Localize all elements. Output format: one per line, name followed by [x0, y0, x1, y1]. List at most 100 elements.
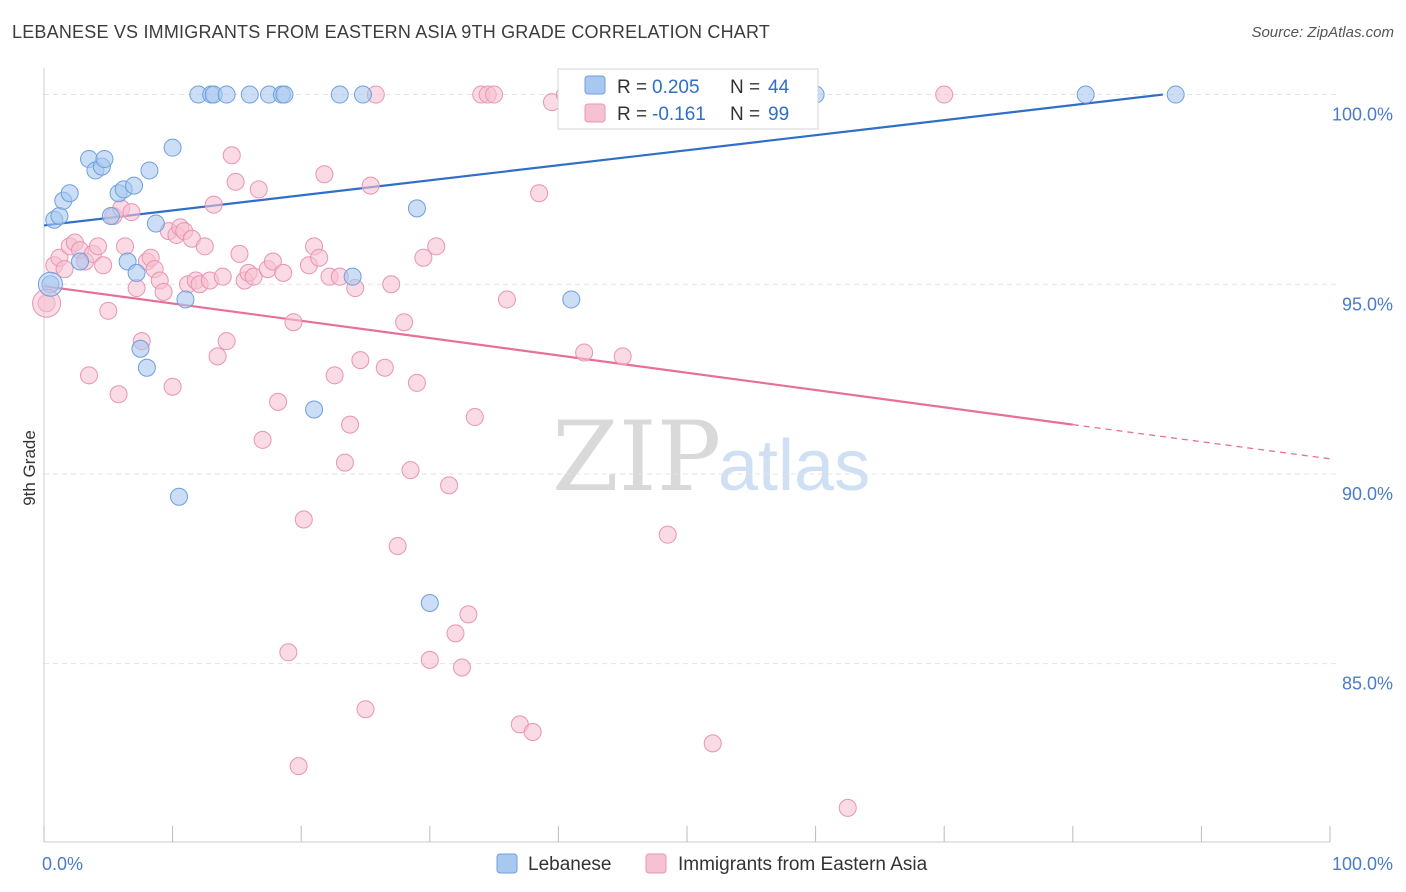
eastern-asia-point [279, 643, 298, 662]
eastern-asia-point [310, 248, 329, 267]
eastern-asia-point [485, 85, 504, 104]
eastern-asia-point [226, 172, 245, 191]
eastern-asia-point [116, 237, 135, 256]
eastern-asia-point [263, 252, 282, 271]
lebanese-point [146, 214, 165, 233]
legend-swatch-lebanese [584, 75, 606, 95]
eastern-asia-point [446, 624, 465, 643]
eastern-asia-point [89, 237, 108, 256]
lebanese-point [95, 150, 114, 169]
eastern-asia-point [658, 525, 677, 544]
lebanese-point [420, 593, 439, 612]
eastern-asia-point [284, 313, 303, 332]
eastern-asia-point [154, 282, 173, 301]
eastern-asia-point [249, 180, 268, 199]
y-tick-label: 95.0% [1342, 294, 1393, 314]
lebanese-point [170, 487, 189, 506]
legend-n-value-2: 99 [768, 104, 789, 125]
lebanese-point [240, 85, 259, 104]
eastern-asia-point [420, 650, 439, 669]
eastern-asia-point [459, 605, 478, 624]
eastern-asia-point [222, 146, 241, 165]
y-axis-label: 9th Grade [20, 430, 39, 506]
eastern-asia-point [395, 313, 414, 332]
lebanese-point [176, 290, 195, 309]
y-tick-label: 100.0% [1332, 105, 1393, 125]
eastern-asia-point [217, 332, 236, 351]
eastern-asia-point [325, 366, 344, 385]
series-legend: Lebanese Immigrants from Eastern Asia [496, 853, 928, 875]
eastern-asia-point [335, 453, 354, 472]
series-legend-label-lebanese: Lebanese [528, 854, 611, 875]
eastern-asia-point [452, 658, 471, 677]
eastern-asia-point [523, 722, 542, 741]
legend-r-label-2: R = [617, 104, 647, 125]
series-legend-label-eastern-asia: Immigrants from Eastern Asia [678, 854, 928, 875]
watermark-atlas: atlas [718, 426, 870, 506]
lebanese-trend-line [43, 93, 1163, 227]
lebanese-point [1076, 85, 1095, 104]
eastern-asia-point [427, 237, 446, 256]
lebanese-point [127, 263, 146, 282]
eastern-asia-point [497, 290, 516, 309]
series-legend-swatch-eastern-asia [645, 853, 667, 874]
gridlines [44, 94, 1340, 665]
series-legend-swatch-lebanese [496, 853, 518, 874]
eastern-asia-point [575, 343, 594, 362]
eastern-asia-point [204, 195, 223, 214]
tick-labels: 85.0% 90.0% 95.0% 100.0% 0.0% 100.0% [42, 105, 1393, 874]
chart-source: Source: ZipAtlas.com [1251, 24, 1394, 41]
eastern-asia-point [122, 203, 141, 222]
lebanese-point [163, 138, 182, 157]
watermark-zip: ZIP [552, 401, 721, 513]
eastern-asia-point [382, 275, 401, 294]
eastern-asia-point [208, 347, 227, 366]
stats-legend: R = 0.205 N = 44 R = -0.161 N = 99 [557, 68, 819, 130]
legend-r-value-2: -0.161 [652, 104, 706, 125]
eastern-asia-point [274, 263, 293, 282]
eastern-asia-point [613, 347, 632, 366]
y-tick-label: 90.0% [1342, 484, 1393, 504]
eastern-asia-point [109, 385, 128, 404]
lebanese-point [343, 267, 362, 286]
eastern-asia-point [80, 366, 99, 385]
eastern-asia-point [253, 430, 272, 449]
lebanese-point [562, 290, 581, 309]
legend-n-value-1: 44 [768, 77, 790, 98]
eastern-asia-point [315, 165, 334, 184]
lebanese-point [1166, 85, 1185, 104]
lebanese-point [275, 85, 294, 104]
eastern-asia-point [361, 176, 380, 195]
x-tick-label-min: 0.0% [42, 854, 83, 874]
eastern-asia-point [401, 461, 420, 480]
y-tick-label: 85.0% [1342, 674, 1393, 694]
eastern-asia-point [351, 351, 370, 370]
eastern-asia-point [195, 237, 214, 256]
lebanese-point [140, 161, 159, 180]
lebanese-point [60, 184, 79, 203]
eastern-asia-point [55, 260, 74, 279]
eastern-asia-point [230, 244, 249, 263]
eastern-asia-trend-extension [1072, 424, 1331, 460]
eastern-asia-point [414, 248, 433, 267]
eastern-asia-point [99, 301, 118, 320]
chart-title: LEBANESE VS IMMIGRANTS FROM EASTERN ASIA… [12, 22, 771, 42]
eastern-asia-point [341, 415, 360, 434]
eastern-asia-point [289, 757, 308, 776]
watermark: ZIP atlas [552, 401, 870, 513]
eastern-asia-point [407, 373, 426, 392]
legend-r-value-1: 0.205 [652, 77, 700, 98]
lebanese-point [71, 252, 90, 271]
lebanese-point [131, 339, 150, 358]
eastern-asia-point [163, 377, 182, 396]
eastern-asia-point [703, 734, 722, 753]
lebanese-point [305, 400, 324, 419]
lebanese-point [137, 358, 156, 377]
x-tick-label-max: 100.0% [1332, 854, 1393, 874]
eastern-asia-point [127, 279, 146, 298]
legend-swatch-eastern-asia [584, 103, 606, 123]
eastern-asia-trend-line [43, 285, 1073, 426]
eastern-asia-point [294, 510, 313, 529]
eastern-asia-point [388, 537, 407, 556]
